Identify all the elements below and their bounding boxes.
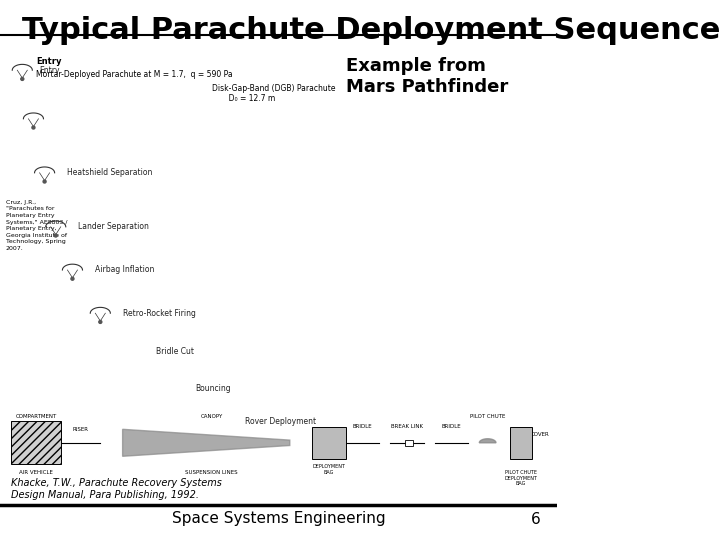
Text: Khacke, T.W., Parachute Recovery Systems
Design Manual, Para Publishing, 1992.: Khacke, T.W., Parachute Recovery Systems… (11, 478, 222, 500)
Text: Cruz, J.R.,
"Parachutes for
Planetary Entry
Systems," AE8803 /
Planetary Entry,
: Cruz, J.R., "Parachutes for Planetary En… (6, 200, 67, 251)
Circle shape (43, 180, 46, 183)
Text: Mortar-Deployed Parachute at M = 1.7,  q = 590 Pa: Mortar-Deployed Parachute at M = 1.7, q … (36, 70, 233, 79)
Circle shape (21, 77, 24, 80)
Polygon shape (122, 429, 289, 456)
Text: Typical Parachute Deployment Sequence: Typical Parachute Deployment Sequence (22, 16, 720, 45)
Text: AIR VEHICLE: AIR VEHICLE (19, 470, 53, 475)
Text: Airbag Inflation: Airbag Inflation (95, 266, 154, 274)
Bar (11, 421, 61, 464)
Bar (312, 427, 346, 459)
Circle shape (99, 321, 102, 323)
Text: CANOPY: CANOPY (201, 414, 223, 418)
Text: BREAK LINK: BREAK LINK (391, 424, 423, 429)
Text: Lander Separation: Lander Separation (78, 222, 149, 231)
Text: Retro-Rocket Firing: Retro-Rocket Firing (122, 309, 196, 318)
Text: PILOT CHUTE: PILOT CHUTE (470, 414, 505, 418)
Circle shape (54, 234, 57, 237)
Circle shape (71, 277, 74, 280)
Text: Entry: Entry (36, 57, 62, 66)
Text: PILOT CHUTE
DEPLOYMENT
BAG: PILOT CHUTE DEPLOYMENT BAG (505, 470, 538, 487)
Text: 6: 6 (531, 511, 541, 526)
Text: DEPLOYMENT
BAG: DEPLOYMENT BAG (312, 464, 346, 475)
Circle shape (32, 126, 35, 129)
Text: COVER: COVER (531, 433, 550, 437)
Text: Space Systems Engineering: Space Systems Engineering (172, 511, 385, 526)
Text: BRIDLE: BRIDLE (441, 424, 462, 429)
Bar (510, 427, 532, 459)
Text: BRIDLE: BRIDLE (352, 424, 372, 429)
Polygon shape (480, 439, 496, 443)
Text: Heatshield Separation: Heatshield Separation (67, 168, 152, 177)
Text: Bouncing: Bouncing (195, 384, 230, 393)
Text: SUSPENSION LINES: SUSPENSION LINES (186, 470, 238, 475)
Text: Disk-Gap-Band (DGB) Parachute
       D₀ = 12.7 m: Disk-Gap-Band (DGB) Parachute D₀ = 12.7 … (212, 84, 336, 103)
Text: RISER: RISER (73, 427, 89, 432)
Text: COMPARTMENT: COMPARTMENT (16, 414, 57, 418)
Bar (405, 440, 413, 446)
Text: Entry: Entry (39, 66, 60, 75)
Text: Example from
Mars Pathfinder: Example from Mars Pathfinder (346, 57, 508, 96)
Text: Rover Deployment: Rover Deployment (246, 417, 316, 426)
Text: Bridle Cut: Bridle Cut (156, 347, 194, 355)
